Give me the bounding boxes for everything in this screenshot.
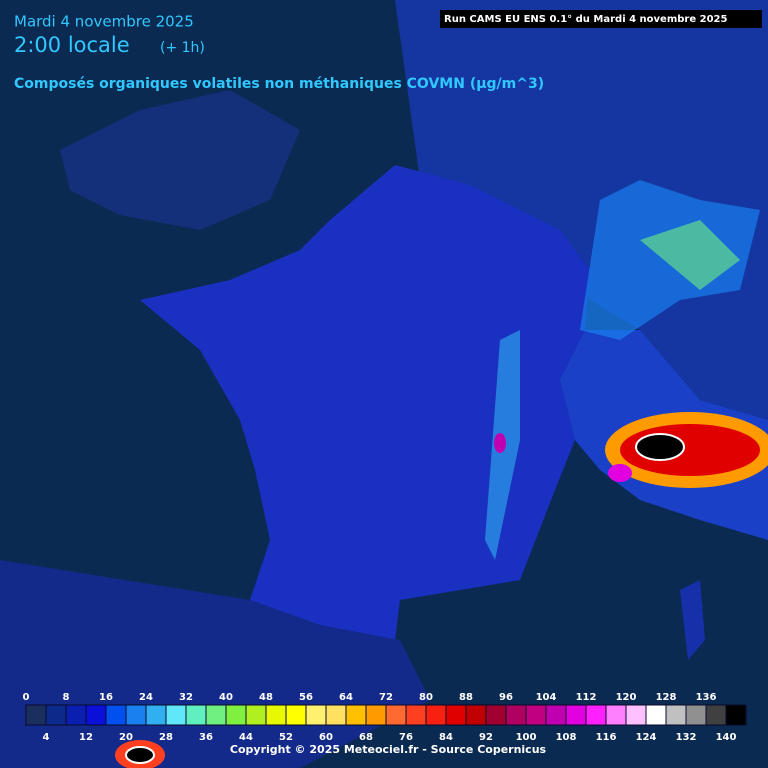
legend-label: 56 [299,692,313,703]
legend-swatch [725,704,747,726]
legend-label: 60 [319,732,333,743]
date: Mardi 4 novembre 2025 [14,13,194,31]
legend-swatch [405,704,427,726]
legend-swatch [245,704,267,726]
legend-label: 104 [536,692,557,703]
hotspot [635,433,685,461]
legend-label: 76 [399,732,413,743]
legend-swatch [105,704,127,726]
legend-label: 96 [499,692,513,703]
legend-label: 120 [616,692,637,703]
legend-label: 32 [179,692,193,703]
legend-label: 84 [439,732,453,743]
legend-label: 12 [79,732,93,743]
copyright: Copyright © 2025 Meteociel.fr - Source C… [230,743,547,756]
legend-swatch [225,704,247,726]
legend-swatch [165,704,187,726]
legend-label: 128 [656,692,677,703]
legend-label: 112 [576,692,597,703]
legend-swatch [205,704,227,726]
legend-swatch [425,704,447,726]
legend-swatch [505,704,527,726]
legend-label: 132 [676,732,697,743]
legend-swatch [645,704,667,726]
legend-swatch [525,704,547,726]
legend-swatch [445,704,467,726]
legend-label: 52 [279,732,293,743]
hotspot [608,464,632,482]
legend-label: 40 [219,692,233,703]
legend-label: 124 [636,732,657,743]
legend-label: 36 [199,732,213,743]
legend-label: 100 [516,732,537,743]
legend-label: 92 [479,732,493,743]
legend-swatch [545,704,567,726]
time: 2:00 locale [14,33,130,57]
legend-swatch [685,704,707,726]
legend-swatch [465,704,487,726]
run-box [440,10,762,28]
legend-label: 136 [696,692,717,703]
legend-label: 72 [379,692,393,703]
legend-swatch [325,704,347,726]
legend-label: 20 [119,732,133,743]
legend-swatch [305,704,327,726]
legend-label: 44 [239,732,253,743]
legend-label: 16 [99,692,113,703]
legend-swatch [565,704,587,726]
uk [60,90,300,230]
central-europe [395,0,768,420]
plume [640,220,740,290]
legend-label: 4 [43,732,50,743]
hotspot [125,746,155,764]
legend-swatch [665,704,687,726]
legend-swatch [585,704,607,726]
corsica [680,580,705,660]
legend-swatch [485,704,507,726]
legend-swatch [625,704,647,726]
legend-label: 68 [359,732,373,743]
legend-swatch [385,704,407,726]
legend-swatch [265,704,287,726]
legend-label: 0 [23,692,30,703]
plumes [115,180,768,768]
variable: Composés organiques volatiles non méthan… [14,76,544,92]
legend-label: 8 [63,692,70,703]
legend-label: 108 [556,732,577,743]
legend-label: 80 [419,692,433,703]
legend-label: 48 [259,692,273,703]
legend-label: 24 [139,692,153,703]
legend-swatch [85,704,107,726]
legend-label: 88 [459,692,473,703]
legend-swatch [45,704,67,726]
legend-swatch [345,704,367,726]
legend-label: 28 [159,732,173,743]
legend-swatch [125,704,147,726]
legend-swatch [65,704,87,726]
legend-swatch [605,704,627,726]
legend-swatch [285,704,307,726]
legend-swatch [365,704,387,726]
france [140,165,590,640]
legend-swatch [145,704,167,726]
legend-swatch [705,704,727,726]
legend-swatch [25,704,47,726]
legend-label: 64 [339,692,353,703]
hotspot [494,433,506,453]
legend-label: 116 [596,732,617,743]
run: Run CAMS EU ENS 0.1° du Mardi 4 novembre… [444,14,727,25]
legend-label: 140 [716,732,737,743]
offset: (+ 1h) [160,40,205,56]
legend-swatch [185,704,207,726]
